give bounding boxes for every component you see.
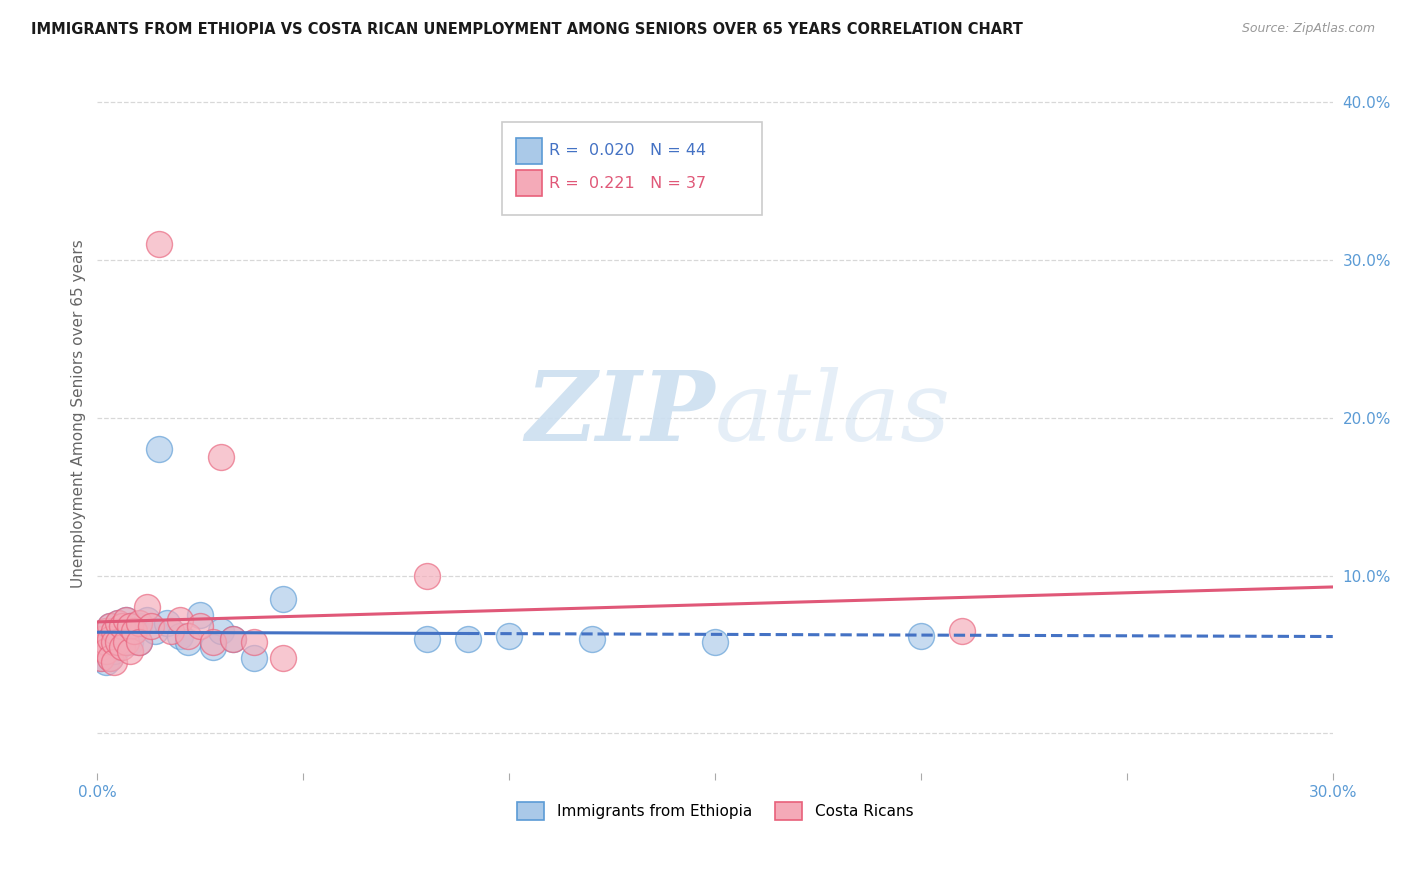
Point bbox=[98, 619, 121, 633]
Point bbox=[120, 635, 142, 649]
Point bbox=[271, 592, 294, 607]
Point bbox=[90, 632, 112, 646]
Point bbox=[115, 613, 138, 627]
Point bbox=[107, 635, 129, 649]
Point bbox=[704, 635, 727, 649]
Point bbox=[115, 635, 138, 649]
Point bbox=[209, 624, 232, 638]
Point bbox=[128, 635, 150, 649]
Point bbox=[209, 450, 232, 465]
Point bbox=[156, 615, 179, 630]
Point bbox=[416, 632, 439, 646]
Point bbox=[90, 640, 112, 654]
Point bbox=[188, 619, 211, 633]
Point bbox=[139, 619, 162, 633]
Point bbox=[222, 632, 245, 646]
Point bbox=[111, 619, 134, 633]
Point bbox=[111, 640, 134, 654]
Point bbox=[128, 619, 150, 633]
Point bbox=[111, 619, 134, 633]
Point bbox=[103, 635, 125, 649]
Point bbox=[177, 635, 200, 649]
Point bbox=[148, 442, 170, 457]
Point bbox=[177, 628, 200, 642]
Point bbox=[107, 640, 129, 654]
Text: ZIP: ZIP bbox=[526, 367, 716, 461]
Point bbox=[148, 237, 170, 252]
Point bbox=[103, 644, 125, 658]
Point bbox=[94, 624, 117, 638]
Point bbox=[94, 635, 117, 649]
Point bbox=[169, 613, 191, 627]
Point bbox=[128, 615, 150, 630]
Text: R =  0.221   N = 37: R = 0.221 N = 37 bbox=[548, 176, 706, 191]
Y-axis label: Unemployment Among Seniors over 65 years: Unemployment Among Seniors over 65 years bbox=[72, 240, 86, 589]
Point bbox=[90, 640, 112, 654]
Point bbox=[103, 635, 125, 649]
Point bbox=[107, 615, 129, 630]
Text: Source: ZipAtlas.com: Source: ZipAtlas.com bbox=[1241, 22, 1375, 36]
Point bbox=[581, 632, 603, 646]
Point bbox=[120, 619, 142, 633]
Point bbox=[103, 624, 125, 638]
Point bbox=[115, 613, 138, 627]
Point bbox=[90, 632, 112, 646]
Point bbox=[94, 656, 117, 670]
Point bbox=[271, 650, 294, 665]
Point bbox=[120, 644, 142, 658]
Point bbox=[94, 644, 117, 658]
Point bbox=[90, 650, 112, 665]
Point bbox=[120, 619, 142, 633]
Point bbox=[107, 615, 129, 630]
Point bbox=[135, 613, 157, 627]
Text: atlas: atlas bbox=[716, 367, 952, 461]
Point bbox=[143, 624, 166, 638]
Legend: Immigrants from Ethiopia, Costa Ricans: Immigrants from Ethiopia, Costa Ricans bbox=[510, 797, 920, 826]
Point bbox=[910, 628, 932, 642]
Point bbox=[416, 568, 439, 582]
Point bbox=[160, 624, 183, 638]
Text: IMMIGRANTS FROM ETHIOPIA VS COSTA RICAN UNEMPLOYMENT AMONG SENIORS OVER 65 YEARS: IMMIGRANTS FROM ETHIOPIA VS COSTA RICAN … bbox=[31, 22, 1022, 37]
Point bbox=[94, 635, 117, 649]
Point bbox=[98, 640, 121, 654]
Point bbox=[124, 624, 146, 638]
Point bbox=[124, 624, 146, 638]
Point bbox=[243, 635, 266, 649]
Point bbox=[188, 607, 211, 622]
Point bbox=[135, 600, 157, 615]
Point bbox=[98, 619, 121, 633]
Point bbox=[222, 632, 245, 646]
Point bbox=[498, 628, 520, 642]
Point bbox=[98, 650, 121, 665]
Point bbox=[98, 632, 121, 646]
Text: R =  0.020   N = 44: R = 0.020 N = 44 bbox=[548, 144, 706, 159]
Point bbox=[94, 644, 117, 658]
Point bbox=[111, 635, 134, 649]
Point bbox=[950, 624, 973, 638]
Point bbox=[115, 628, 138, 642]
Point bbox=[243, 650, 266, 665]
Point bbox=[107, 628, 129, 642]
Point bbox=[128, 635, 150, 649]
Point bbox=[103, 624, 125, 638]
Point bbox=[457, 632, 479, 646]
Point bbox=[90, 650, 112, 665]
Point bbox=[98, 632, 121, 646]
Point bbox=[94, 624, 117, 638]
Point bbox=[201, 640, 224, 654]
Point bbox=[201, 635, 224, 649]
Point bbox=[103, 656, 125, 670]
Point bbox=[98, 650, 121, 665]
Point bbox=[169, 628, 191, 642]
